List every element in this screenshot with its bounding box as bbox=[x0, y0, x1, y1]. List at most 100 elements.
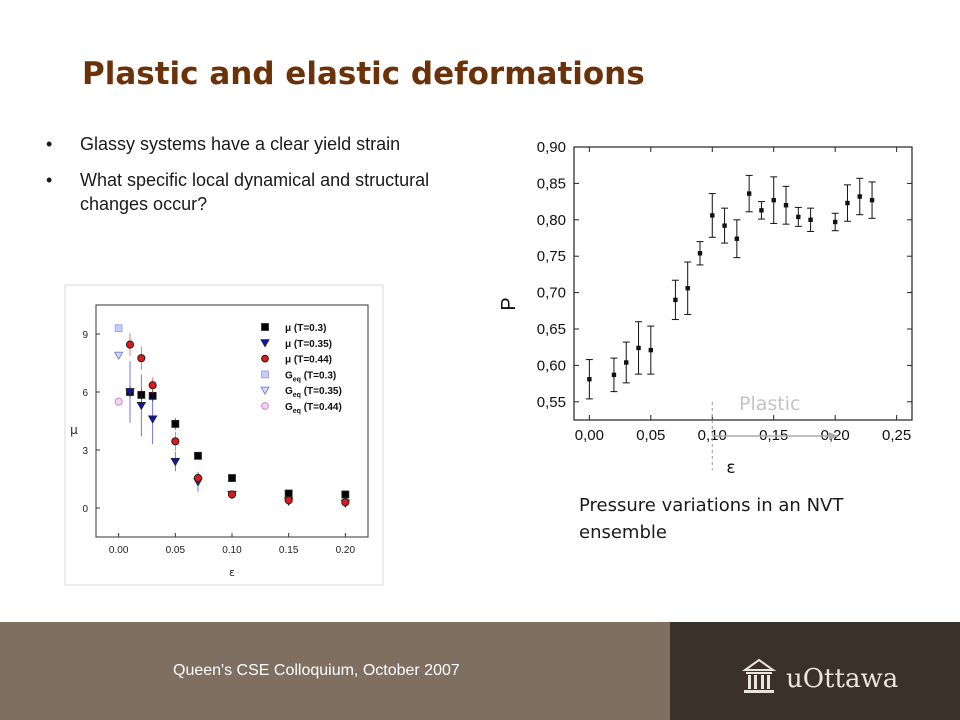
x-axis-label: ε bbox=[726, 458, 735, 478]
bullet-text: Glassy systems have a clear yield strain bbox=[80, 134, 401, 154]
data-point bbox=[148, 381, 157, 390]
bullet-dot: • bbox=[46, 170, 53, 190]
footer-bar bbox=[0, 622, 670, 720]
data-point bbox=[783, 203, 789, 208]
data-point bbox=[857, 194, 862, 199]
y-tick-label: 0,75 bbox=[537, 248, 566, 265]
y-tick-label: 3 bbox=[82, 446, 88, 457]
legend-marker bbox=[261, 402, 269, 410]
footer-text: Queen's CSE Colloquium, October 2007 bbox=[173, 662, 460, 679]
legend-marker bbox=[261, 323, 269, 331]
data-point bbox=[759, 208, 764, 213]
y-tick-label: 0,70 bbox=[537, 285, 566, 302]
y-tick-label: 0,90 bbox=[537, 139, 566, 156]
series-group bbox=[114, 397, 123, 406]
y-tick-label: 0,55 bbox=[537, 394, 566, 411]
series-group bbox=[585, 174, 876, 400]
data-point bbox=[697, 251, 703, 256]
data-point bbox=[171, 437, 180, 446]
data-point bbox=[137, 354, 146, 363]
data-point bbox=[114, 397, 123, 406]
data-point bbox=[869, 197, 875, 203]
x-axis-label: ε bbox=[229, 566, 235, 579]
data-point bbox=[685, 286, 690, 291]
legend: μ (T=0.3) μ (T=0.35) μ (T=0.44) Geq (T=0.3)… bbox=[260, 323, 342, 415]
series-group bbox=[114, 324, 123, 333]
x-tick-label: 0.00 bbox=[109, 545, 129, 556]
data-point bbox=[710, 213, 715, 218]
x-tick-label: 0.10 bbox=[222, 545, 242, 556]
legend-marker bbox=[261, 370, 269, 379]
data-point bbox=[845, 200, 850, 206]
legend-label: Geq (T=0.35) bbox=[285, 386, 342, 399]
legend-label: μ (T=0.44) bbox=[285, 355, 332, 366]
legend-label: μ (T=0.3) bbox=[285, 323, 326, 334]
x-tick-label: 0.20 bbox=[336, 545, 356, 556]
chart-frame bbox=[64, 284, 384, 586]
series-group bbox=[113, 351, 124, 361]
y-axis-label: P bbox=[498, 297, 520, 310]
data-point bbox=[171, 420, 180, 428]
y-tick-label: 9 bbox=[82, 330, 88, 341]
data-point bbox=[170, 458, 181, 467]
data-point bbox=[227, 490, 237, 499]
plastic-label: Plastic bbox=[739, 393, 800, 415]
data-point bbox=[624, 360, 629, 365]
data-point bbox=[193, 473, 203, 483]
plastic-arrowhead bbox=[829, 432, 838, 440]
y-tick-label: 0 bbox=[82, 504, 88, 515]
legend-label: μ (T=0.35) bbox=[285, 339, 332, 350]
y-tick-label: 0,60 bbox=[537, 357, 566, 374]
data-point bbox=[113, 351, 124, 361]
data-point bbox=[796, 214, 801, 220]
logo-text: uOttawa bbox=[786, 664, 899, 694]
data-point bbox=[125, 340, 135, 349]
x-tick-label: 0,25 bbox=[882, 427, 911, 444]
y-tick-label: 0,85 bbox=[537, 175, 566, 192]
data-point bbox=[673, 297, 678, 303]
data-point bbox=[611, 372, 617, 378]
bullet-text: What specific local dynamical and struct… bbox=[80, 170, 430, 214]
data-point bbox=[746, 191, 752, 196]
data-point bbox=[194, 451, 202, 460]
chart-caption: Pressure variations in an NVT ensemble bbox=[579, 495, 844, 543]
legend-label: Geq (T=0.3) bbox=[285, 370, 336, 383]
data-point bbox=[636, 345, 641, 351]
slide-title: Plastic and elastic deformations bbox=[82, 56, 645, 92]
plot-area bbox=[573, 146, 913, 421]
x-tick-label: 0,00 bbox=[575, 427, 604, 444]
y-axis-label: μ bbox=[70, 423, 78, 437]
footer-logo-panel bbox=[670, 622, 960, 720]
data-point bbox=[147, 415, 158, 424]
x-tick-label: 0.05 bbox=[166, 545, 186, 556]
bullet-list: • Glassy systems have a clear yield strai… bbox=[46, 132, 446, 228]
bullet-dot: • bbox=[46, 134, 53, 154]
university-building-icon bbox=[742, 658, 776, 693]
legend-marker bbox=[260, 386, 270, 395]
legend-marker bbox=[261, 354, 269, 363]
series-group bbox=[125, 333, 350, 507]
data-point bbox=[808, 217, 813, 222]
data-point bbox=[771, 197, 776, 203]
data-point bbox=[125, 388, 135, 397]
data-point bbox=[284, 496, 293, 505]
x-tick-label: 0.15 bbox=[279, 545, 299, 556]
data-point bbox=[341, 490, 350, 499]
legend-label: Geq (T=0.44) bbox=[285, 402, 342, 415]
data-point bbox=[341, 498, 350, 507]
data-point bbox=[734, 236, 740, 241]
data-point bbox=[587, 377, 592, 382]
x-tick-label: 0,05 bbox=[636, 427, 665, 444]
bullet-item: • What specific local dynamical and struc… bbox=[46, 168, 446, 216]
data-point bbox=[832, 219, 838, 225]
bullet-item: • Glassy systems have a clear yield strai… bbox=[46, 132, 446, 156]
data-point bbox=[114, 324, 123, 333]
y-tick-label: 0,80 bbox=[537, 212, 566, 229]
data-point bbox=[228, 474, 236, 482]
data-point bbox=[136, 401, 147, 411]
y-tick-label: 6 bbox=[82, 388, 88, 399]
data-point bbox=[648, 347, 654, 353]
data-point bbox=[722, 223, 727, 228]
legend-marker bbox=[260, 339, 270, 348]
